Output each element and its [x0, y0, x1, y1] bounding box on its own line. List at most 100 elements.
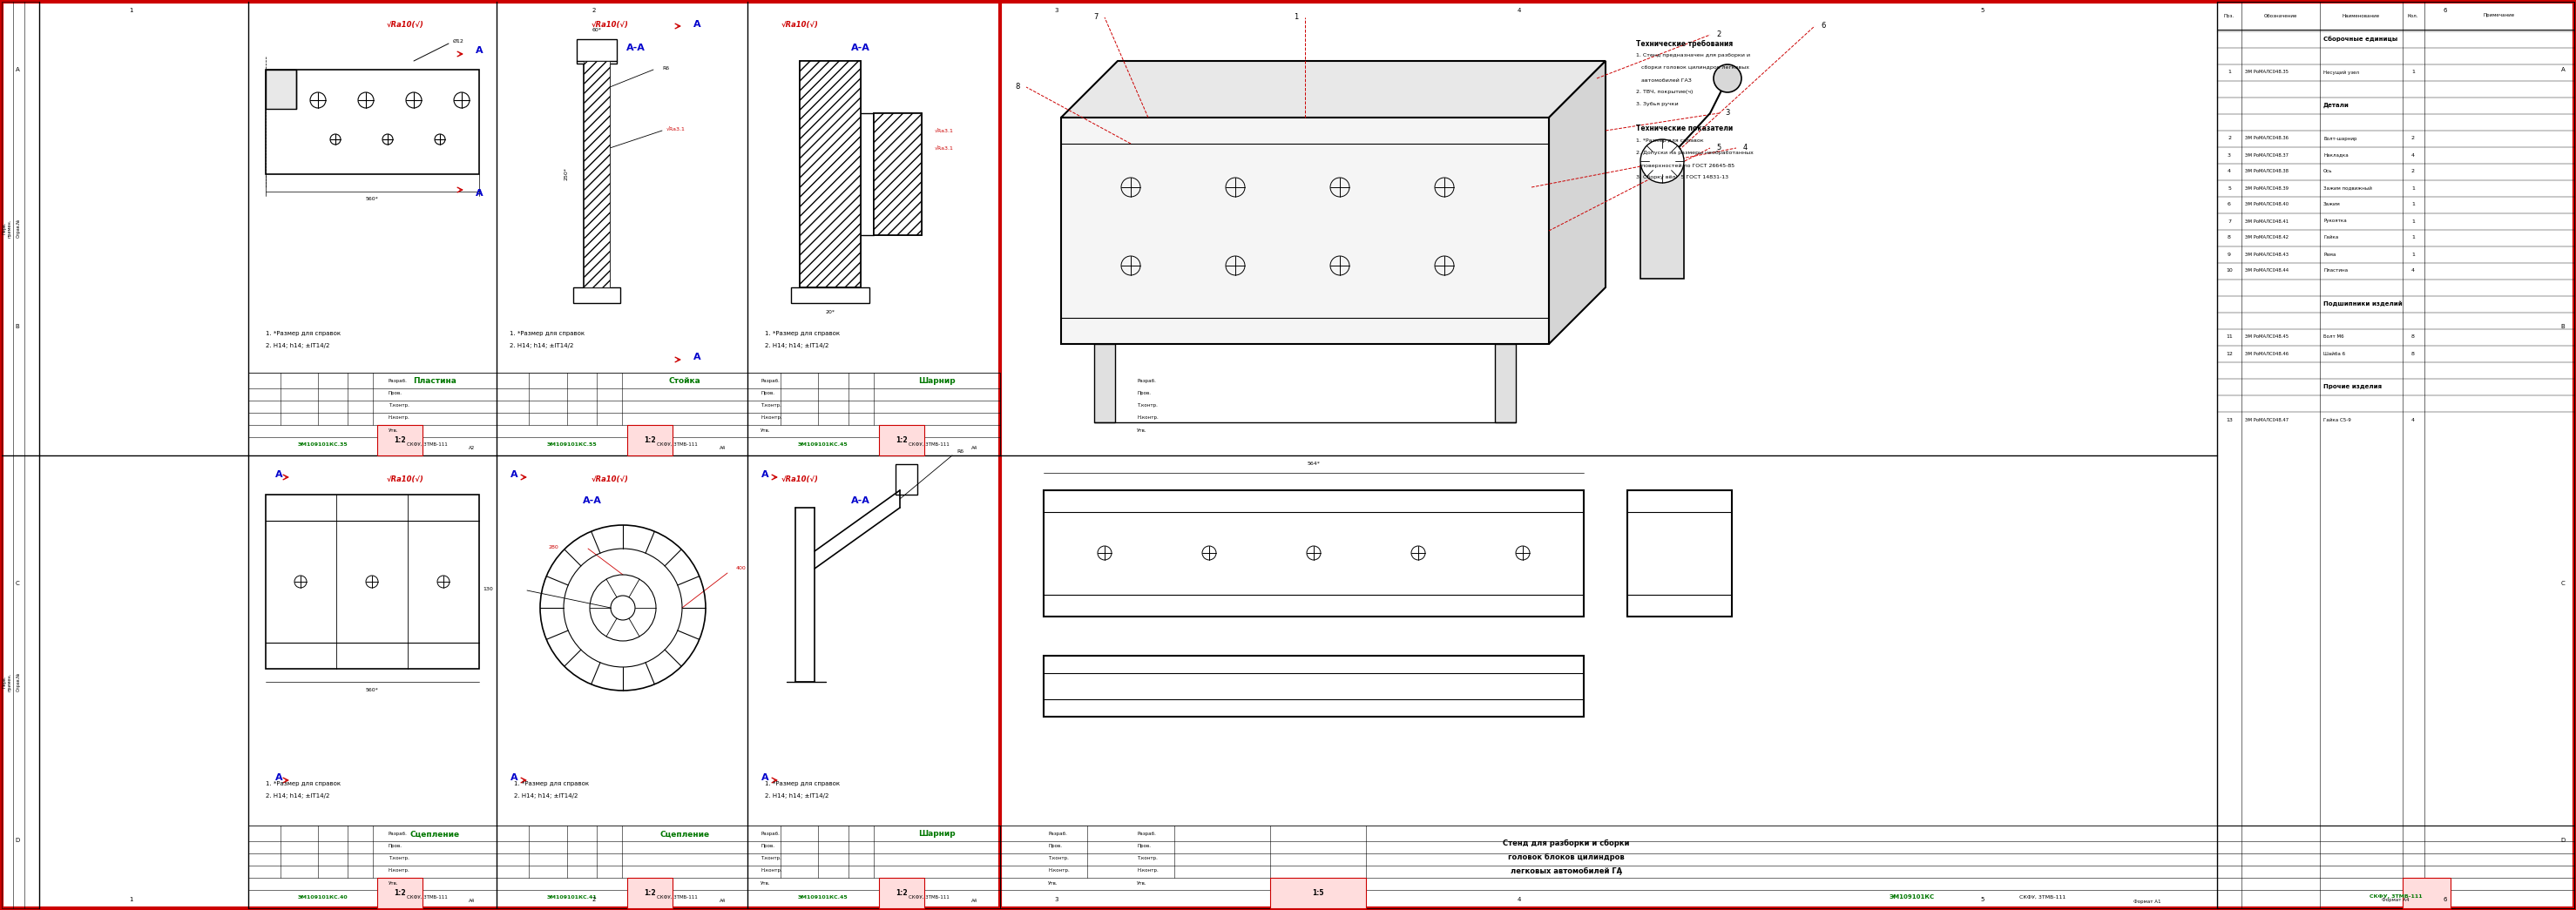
- Text: Пров.: Пров.: [1048, 844, 1061, 849]
- Text: А: А: [693, 20, 701, 29]
- Text: ЭМ109101КС.45: ЭМ109101КС.45: [799, 442, 848, 446]
- Text: Гайка: Гайка: [2324, 236, 2339, 240]
- Text: Т.контр.: Т.контр.: [1048, 856, 1069, 861]
- Text: √Ra10(√): √Ra10(√): [781, 476, 819, 484]
- Text: 1. *Размер для справок: 1. *Размер для справок: [265, 781, 340, 786]
- Text: ЭМ РоМАЛС048.42: ЭМ РоМАЛС048.42: [2244, 236, 2287, 240]
- Text: Примечание: Примечание: [2483, 14, 2514, 18]
- Text: Утв.: Утв.: [1136, 428, 1146, 432]
- Text: 400: 400: [737, 566, 747, 571]
- Text: 5: 5: [1716, 144, 1721, 152]
- Bar: [791, 288, 871, 303]
- Text: Шайба 6: Шайба 6: [2324, 351, 2344, 356]
- Bar: [3, 2, 39, 455]
- Text: Утв.: Утв.: [760, 881, 770, 885]
- Text: 2: 2: [1716, 31, 1721, 39]
- Text: СКФУ, 3ТМБ-111: СКФУ, 3ТМБ-111: [657, 442, 698, 446]
- Text: ЭМ РоМАЛС048.44: ЭМ РоМАЛС048.44: [2244, 268, 2287, 273]
- Text: Пров.: Пров.: [389, 391, 402, 396]
- Text: Н.контр.: Н.контр.: [760, 869, 783, 873]
- Bar: [878, 425, 925, 455]
- Text: 1: 1: [129, 897, 131, 902]
- Text: ЭМ РоМАЛС048.36: ЭМ РоМАЛС048.36: [2244, 136, 2287, 141]
- Text: Пров.: Пров.: [760, 844, 775, 849]
- Text: A: A: [2561, 67, 2566, 72]
- Text: 3: 3: [1726, 109, 1731, 117]
- Text: Ø12: Ø12: [453, 39, 464, 43]
- Text: 2. H14; h14; ±IT14/2: 2. H14; h14; ±IT14/2: [765, 794, 829, 799]
- Text: 5: 5: [1981, 8, 1984, 13]
- Text: Справ.№: Справ.№: [15, 672, 21, 692]
- Bar: [1043, 656, 1584, 717]
- Text: ЭМ109101КС.35: ЭМ109101КС.35: [299, 442, 348, 446]
- Text: Технические требования: Технические требования: [1636, 40, 1734, 47]
- Text: Разраб.: Разраб.: [1136, 832, 1157, 836]
- Text: ЭМ РоМАЛС048.43: ЭМ РоМАЛС048.43: [2244, 252, 2287, 257]
- Text: 1: 1: [2411, 202, 2414, 207]
- Text: Технические показатели: Технические показатели: [1636, 125, 1734, 133]
- Text: Рукоятка: Рукоятка: [2324, 219, 2347, 223]
- Text: Формат А1: Формат А1: [2133, 899, 2161, 904]
- Text: Утв.: Утв.: [1136, 881, 1146, 885]
- Bar: [1061, 117, 1548, 344]
- Text: 560*: 560*: [366, 197, 379, 201]
- Bar: [247, 373, 497, 455]
- Text: Накладка: Накладка: [2324, 153, 2349, 157]
- Bar: [799, 61, 860, 288]
- Text: Перв.
примен.: Перв. примен.: [3, 672, 13, 691]
- Text: ЭМ РоМАЛС048.47: ЭМ РоМАЛС048.47: [2244, 418, 2287, 422]
- Text: 4: 4: [2411, 268, 2414, 273]
- Text: Утв.: Утв.: [389, 428, 399, 432]
- Bar: [1095, 344, 1115, 422]
- Bar: [497, 373, 747, 455]
- Text: 4: 4: [1517, 8, 1522, 13]
- Bar: [1494, 344, 1515, 422]
- Text: 2. ТВЧ, покрытие(ч): 2. ТВЧ, покрытие(ч): [1636, 90, 1692, 95]
- Text: Формат А4: Формат А4: [2383, 897, 2409, 902]
- Text: √Ra3.1: √Ra3.1: [667, 126, 685, 131]
- Text: Стенд для разборки и сборки: Стенд для разборки и сборки: [1502, 839, 1631, 847]
- Text: 564*: 564*: [1306, 462, 1319, 466]
- Text: ЭМ РоМАЛС048.45: ЭМ РоМАЛС048.45: [2244, 335, 2287, 339]
- Text: Болт М6: Болт М6: [2324, 335, 2344, 339]
- Text: Гайка С5-9: Гайка С5-9: [2324, 418, 2352, 422]
- Text: ЭМ РоМАЛС048.37: ЭМ РоМАЛС048.37: [2244, 153, 2287, 157]
- Text: 60*: 60*: [592, 28, 600, 33]
- Text: 5: 5: [1981, 897, 1984, 902]
- Text: Подшипники изделий: Подшипники изделий: [2324, 301, 2403, 307]
- Text: A: A: [15, 67, 21, 72]
- Text: Рама: Рама: [2324, 252, 2336, 257]
- Text: 1. *Размер для справок: 1. *Размер для справок: [1636, 139, 1703, 143]
- Bar: [896, 464, 917, 495]
- Text: 3. Сборку вёл:  5 ГОСТ 14831-13: 3. Сборку вёл: 5 ГОСТ 14831-13: [1636, 176, 1728, 180]
- Text: 1: 1: [2411, 186, 2414, 190]
- Text: Зажим подвижный: Зажим подвижный: [2324, 186, 2372, 190]
- Text: СКФУ, 3ТМБ-111: СКФУ, 3ТМБ-111: [657, 895, 698, 899]
- Text: Т.контр.: Т.контр.: [389, 404, 410, 408]
- Bar: [265, 70, 296, 109]
- Text: Пластина: Пластина: [2324, 268, 2347, 273]
- Text: А: А: [276, 470, 283, 479]
- Text: Пров.: Пров.: [389, 844, 402, 849]
- Text: 6: 6: [2445, 8, 2447, 13]
- Text: Т.контр.: Т.контр.: [389, 856, 410, 861]
- Bar: [626, 878, 672, 908]
- Bar: [265, 495, 479, 669]
- Text: 1:2: 1:2: [896, 437, 907, 445]
- Text: 9: 9: [2228, 252, 2231, 257]
- Text: √Ra10(√): √Ra10(√): [781, 20, 819, 28]
- Text: Т.контр.: Т.контр.: [1136, 404, 1157, 408]
- Text: 250*: 250*: [564, 167, 569, 181]
- Text: СКФУ, 3ТМБ-111: СКФУ, 3ТМБ-111: [909, 895, 951, 899]
- Text: сборки головок цилиндров легковых: сборки головок цилиндров легковых: [1636, 66, 1749, 70]
- Text: 280: 280: [549, 545, 559, 549]
- Text: √Ra10(√): √Ra10(√): [386, 476, 425, 484]
- Text: А: А: [477, 46, 482, 55]
- Text: ЭМ РоМАЛС048.41: ЭМ РоМАЛС048.41: [2244, 219, 2287, 223]
- Text: C: C: [2561, 581, 2566, 586]
- Text: А4: А4: [971, 899, 979, 904]
- Text: 7: 7: [1095, 14, 1097, 21]
- Text: Прочие изделия: Прочие изделия: [2324, 384, 2383, 389]
- Bar: [574, 288, 621, 303]
- Bar: [577, 39, 616, 64]
